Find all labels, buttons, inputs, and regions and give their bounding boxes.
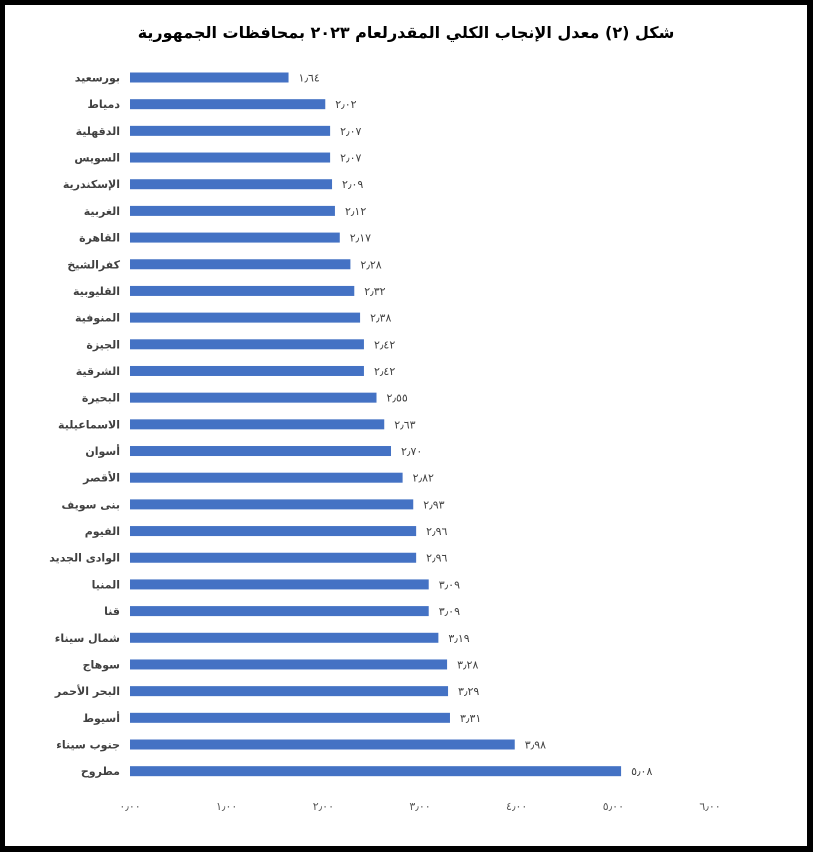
data-label: ٢٫٩٣ bbox=[423, 498, 444, 511]
data-label: ٣٫٠٩ bbox=[439, 605, 460, 618]
category-label: الإسكندرية bbox=[63, 178, 120, 191]
bar bbox=[130, 606, 429, 617]
category-label: الفيوم bbox=[85, 525, 120, 538]
bar bbox=[130, 285, 355, 296]
x-tick-label: ٥٫٠٠ bbox=[603, 800, 624, 813]
data-label: ٢٫٩٦ bbox=[426, 552, 447, 565]
category-label: البحيرة bbox=[82, 392, 120, 405]
bar bbox=[130, 72, 289, 83]
bar bbox=[130, 659, 448, 670]
bar bbox=[130, 259, 351, 270]
data-label: ٢٫٣٢ bbox=[364, 285, 385, 298]
bar bbox=[130, 579, 429, 590]
data-label: ٣٫٣١ bbox=[460, 712, 481, 725]
bar bbox=[130, 446, 392, 457]
category-label: بورسعيد bbox=[75, 72, 120, 85]
bar bbox=[130, 125, 331, 136]
data-label: ٢٫٠٢ bbox=[335, 98, 356, 111]
x-tick-label: ٣٫٠٠ bbox=[409, 800, 430, 813]
bar-chart: بورسعيد ١٫٦٤ دمياط ٢٫٠٢ الدقهلية ٢٫٠٧ السويس ٢٫… bbox=[49, 72, 720, 814]
data-label: ٢٫٠٧ bbox=[340, 125, 361, 138]
bar bbox=[130, 712, 450, 723]
category-label: سوهاج bbox=[83, 658, 120, 672]
bar bbox=[130, 472, 403, 483]
bar bbox=[130, 419, 385, 430]
chart-frame: شكل (٢) معدل الإنجاب الكلي المقدرلعام ٢٠… bbox=[5, 5, 807, 846]
x-tick-label: ٢٫٠٠ bbox=[313, 800, 334, 813]
bar bbox=[130, 739, 515, 750]
category-label: بنى سويف bbox=[61, 498, 120, 511]
category-label: دمياط bbox=[87, 98, 120, 111]
category-label: أسيوط bbox=[83, 711, 120, 725]
bar bbox=[130, 205, 335, 216]
bar bbox=[130, 552, 417, 563]
bar bbox=[130, 152, 331, 163]
data-label: ٢٫٢٨ bbox=[360, 258, 381, 271]
bar bbox=[130, 686, 449, 697]
category-label: كفرالشيخ bbox=[67, 258, 120, 271]
bar bbox=[130, 312, 361, 323]
x-tick-label: ٠٫٠٠ bbox=[119, 800, 140, 813]
category-label: الأقصر bbox=[82, 471, 120, 485]
category-label: الاسماعيلية bbox=[58, 418, 120, 431]
bar bbox=[130, 766, 622, 777]
category-label: الغربية bbox=[84, 205, 120, 218]
category-label: قنا bbox=[104, 605, 120, 618]
category-label: البحر الأحمر bbox=[54, 684, 120, 698]
data-label: ٣٫٩٨ bbox=[525, 739, 546, 752]
x-tick-label: ٦٫٠٠ bbox=[699, 800, 720, 813]
data-label: ٢٫٠٧ bbox=[340, 152, 361, 165]
category-label: الدقهلية bbox=[76, 125, 120, 138]
bar bbox=[130, 632, 439, 643]
category-label: أسوان bbox=[85, 444, 120, 458]
category-label: الوادى الجديد bbox=[49, 552, 120, 565]
x-tick-label: ٤٫٠٠ bbox=[506, 800, 527, 813]
data-label: ٣٫٠٩ bbox=[439, 578, 460, 591]
data-label: ٢٫٩٦ bbox=[426, 525, 447, 538]
x-tick-label: ١٫٠٠ bbox=[216, 800, 237, 813]
category-label: الجيزة bbox=[86, 338, 120, 351]
category-label: المنوفية bbox=[75, 312, 120, 325]
data-label: ٢٫٥٥ bbox=[387, 392, 408, 405]
data-label: ٢٫٧٠ bbox=[401, 445, 422, 458]
data-label: ٢٫٨٢ bbox=[413, 472, 434, 485]
bar bbox=[130, 179, 333, 190]
data-label: ٢٫٠٩ bbox=[342, 178, 363, 191]
category-label: المنيا bbox=[92, 578, 120, 591]
category-label: الشرقية bbox=[76, 365, 120, 378]
category-label: مطروح bbox=[81, 765, 120, 778]
category-label: جنوب سيناء bbox=[56, 739, 120, 752]
data-label: ٣٫١٩ bbox=[448, 632, 469, 645]
bar bbox=[130, 392, 377, 403]
category-label: القليوبية bbox=[73, 285, 120, 298]
data-label: ٢٫٦٣ bbox=[394, 418, 415, 431]
data-label: ١٫٦٤ bbox=[299, 72, 320, 85]
bar bbox=[130, 99, 326, 110]
category-label: القاهرة bbox=[79, 232, 120, 245]
data-label: ٢٫١٧ bbox=[350, 232, 371, 245]
data-label: ٣٫٢٩ bbox=[458, 685, 479, 698]
bar bbox=[130, 232, 340, 243]
category-label: السويس bbox=[74, 152, 120, 165]
data-label: ٢٫٤٢ bbox=[374, 338, 395, 351]
data-label: ٢٫٤٢ bbox=[374, 365, 395, 378]
bar bbox=[130, 526, 417, 537]
bar bbox=[130, 365, 364, 376]
data-label: ٣٫٢٨ bbox=[457, 658, 478, 671]
data-label: ٢٫٣٨ bbox=[370, 312, 391, 325]
category-label: شمال سيناء bbox=[55, 632, 120, 645]
data-label: ٥٫٠٨ bbox=[631, 765, 652, 778]
chart-title: شكل (٢) معدل الإنجاب الكلي المقدرلعام ٢٠… bbox=[137, 23, 675, 42]
data-label: ٢٫١٢ bbox=[345, 205, 366, 218]
bar bbox=[130, 339, 364, 350]
bar bbox=[130, 499, 414, 510]
